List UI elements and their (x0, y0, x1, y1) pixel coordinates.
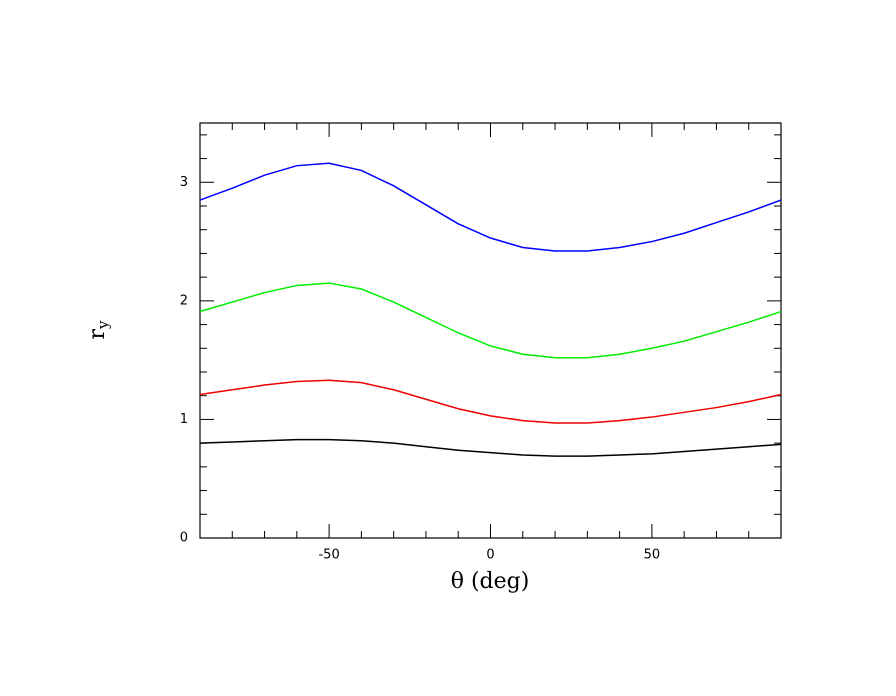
y-tick-label: 3 (180, 175, 188, 190)
y-tick-label: 2 (180, 293, 188, 308)
y-axis-label: ry (85, 320, 112, 340)
y-label-main: r (85, 329, 110, 340)
x-tick-label: 50 (644, 548, 661, 563)
y-tick-label: 0 (180, 531, 188, 546)
x-tick-label: -50 (318, 548, 339, 563)
series-line (199, 438, 782, 457)
y-tick-label: 1 (180, 412, 188, 427)
plot-frame (199, 122, 782, 539)
series-line (199, 379, 782, 424)
y-label-sub: y (94, 320, 112, 330)
series-line (199, 162, 782, 252)
series-line (199, 282, 782, 359)
x-axis-label: θ (deg) (451, 569, 530, 594)
x-tick-label: 0 (486, 548, 494, 563)
